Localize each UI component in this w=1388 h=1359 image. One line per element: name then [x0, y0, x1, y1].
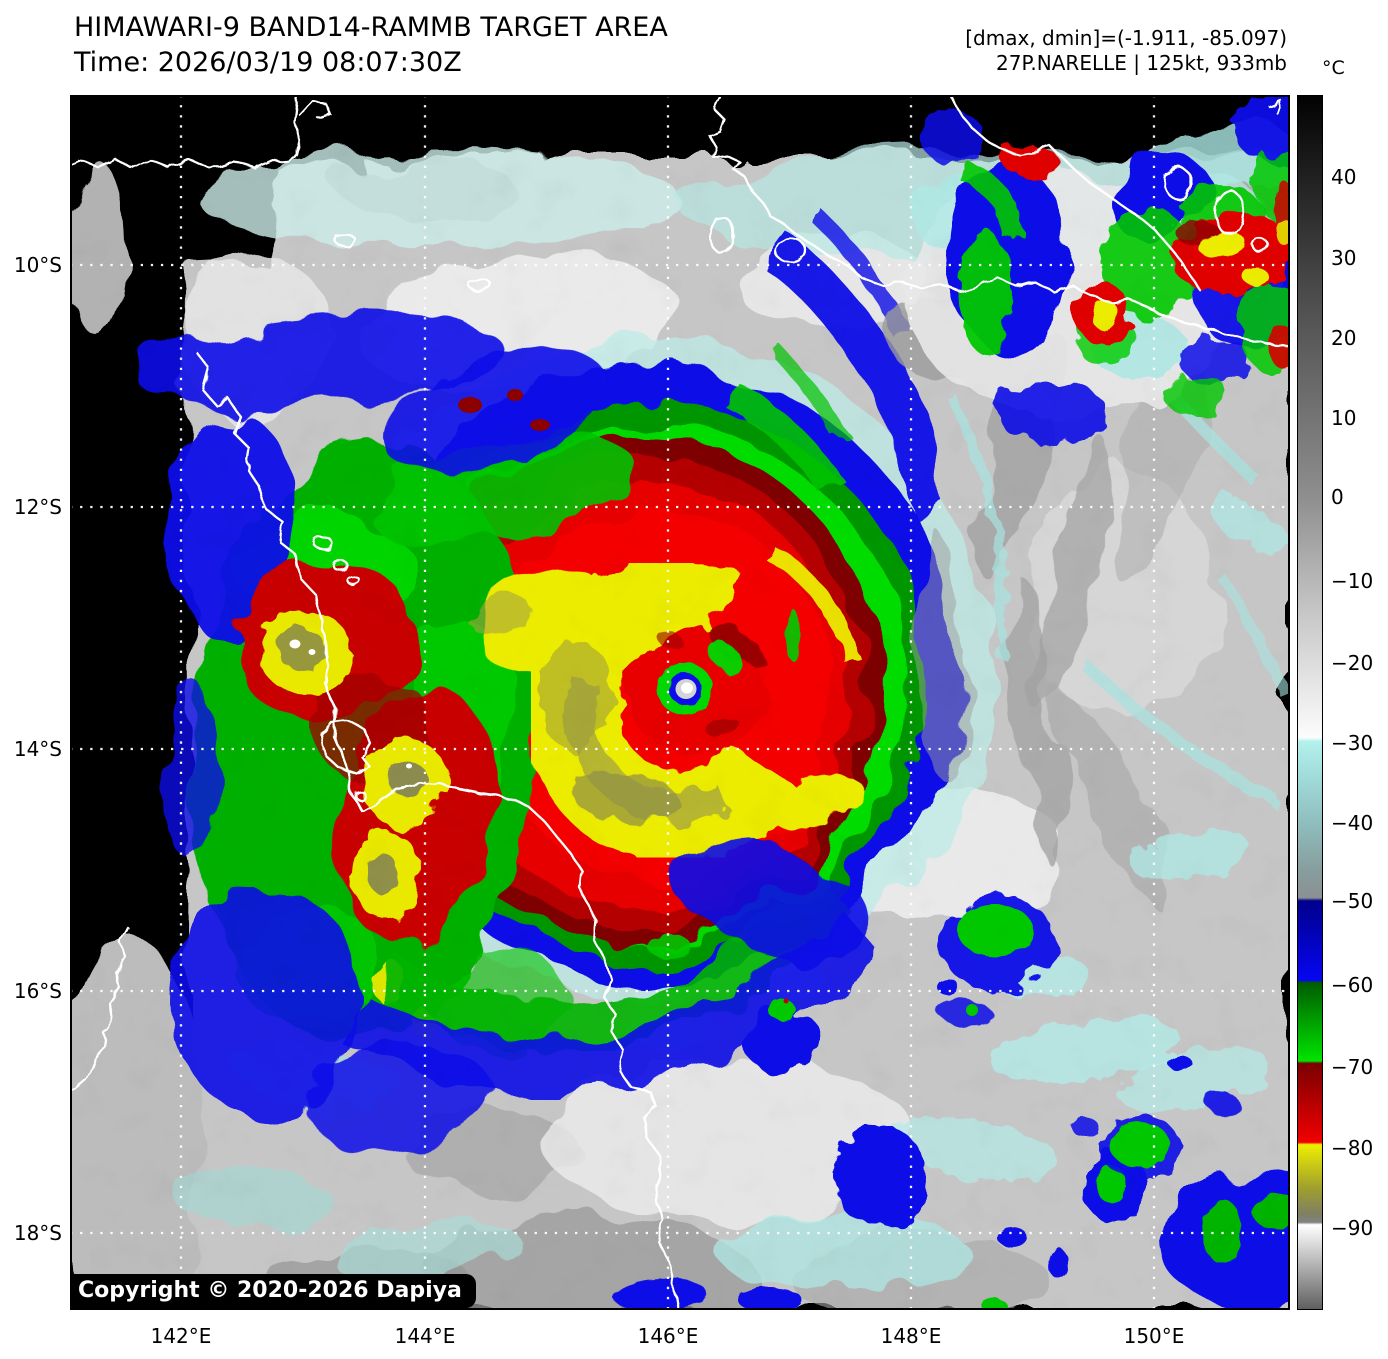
coastline-papua-se	[708, 95, 1290, 348]
lat-label: 14°S	[13, 737, 62, 761]
storm-annotation: 27P.NARELLE | 125kt, 933mb	[996, 51, 1287, 75]
colorbar-tick: −90	[1331, 1216, 1374, 1240]
lon-label: 148°E	[880, 1324, 942, 1348]
colorbar-tick: −40	[1331, 811, 1374, 835]
copyright-badge: Copyright © 2020-2026 Dapiya	[70, 1274, 476, 1308]
grain-overlay	[70, 95, 1290, 1310]
colorbar-tick: −20	[1331, 651, 1374, 675]
lat-label: 10°S	[13, 253, 62, 277]
lat-label: 12°S	[13, 495, 62, 519]
lat-label: 18°S	[13, 1221, 62, 1245]
colorbar-tick: −70	[1331, 1055, 1374, 1079]
colorbar-tick: −30	[1331, 731, 1374, 755]
colorbar	[1297, 95, 1323, 1310]
coastline-png-east	[949, 95, 1203, 293]
colorbar-unit: °C	[1322, 57, 1345, 79]
colorbar-tick: 0	[1331, 485, 1344, 509]
lat-label: 16°S	[13, 979, 62, 1003]
lon-label: 142°E	[150, 1324, 212, 1348]
coastline-gulf	[70, 926, 130, 1093]
colorbar-tick: 20	[1331, 326, 1357, 350]
colorbar-tick: 40	[1331, 165, 1357, 189]
colorbar-tick: 30	[1331, 246, 1357, 270]
coastlines	[70, 95, 1290, 1310]
satellite-map: Copyright © 2020-2026 Dapiya	[70, 95, 1290, 1310]
coastline-png-west	[70, 95, 302, 171]
page-title: HIMAWARI-9 BAND14-RAMMB TARGET AREA	[74, 12, 668, 43]
coastline-queensland	[195, 351, 680, 1310]
colorbar-tick: 10	[1331, 406, 1357, 430]
colorbar-tick: −50	[1331, 889, 1374, 913]
graticule	[70, 95, 1290, 1310]
dmax-dmin-annotation: [dmax, dmin]=(-1.911, -85.097)	[965, 26, 1287, 50]
colorbar-tick: −80	[1331, 1136, 1374, 1160]
timestamp: Time: 2026/03/19 08:07:30Z	[74, 47, 462, 78]
lon-label: 150°E	[1123, 1324, 1185, 1348]
lon-label: 146°E	[637, 1324, 699, 1348]
satellite-imagery	[70, 95, 1290, 1310]
colorbar-tick: −10	[1331, 569, 1374, 593]
colorbar-tick: −60	[1331, 973, 1374, 997]
lon-label: 144°E	[394, 1324, 456, 1348]
